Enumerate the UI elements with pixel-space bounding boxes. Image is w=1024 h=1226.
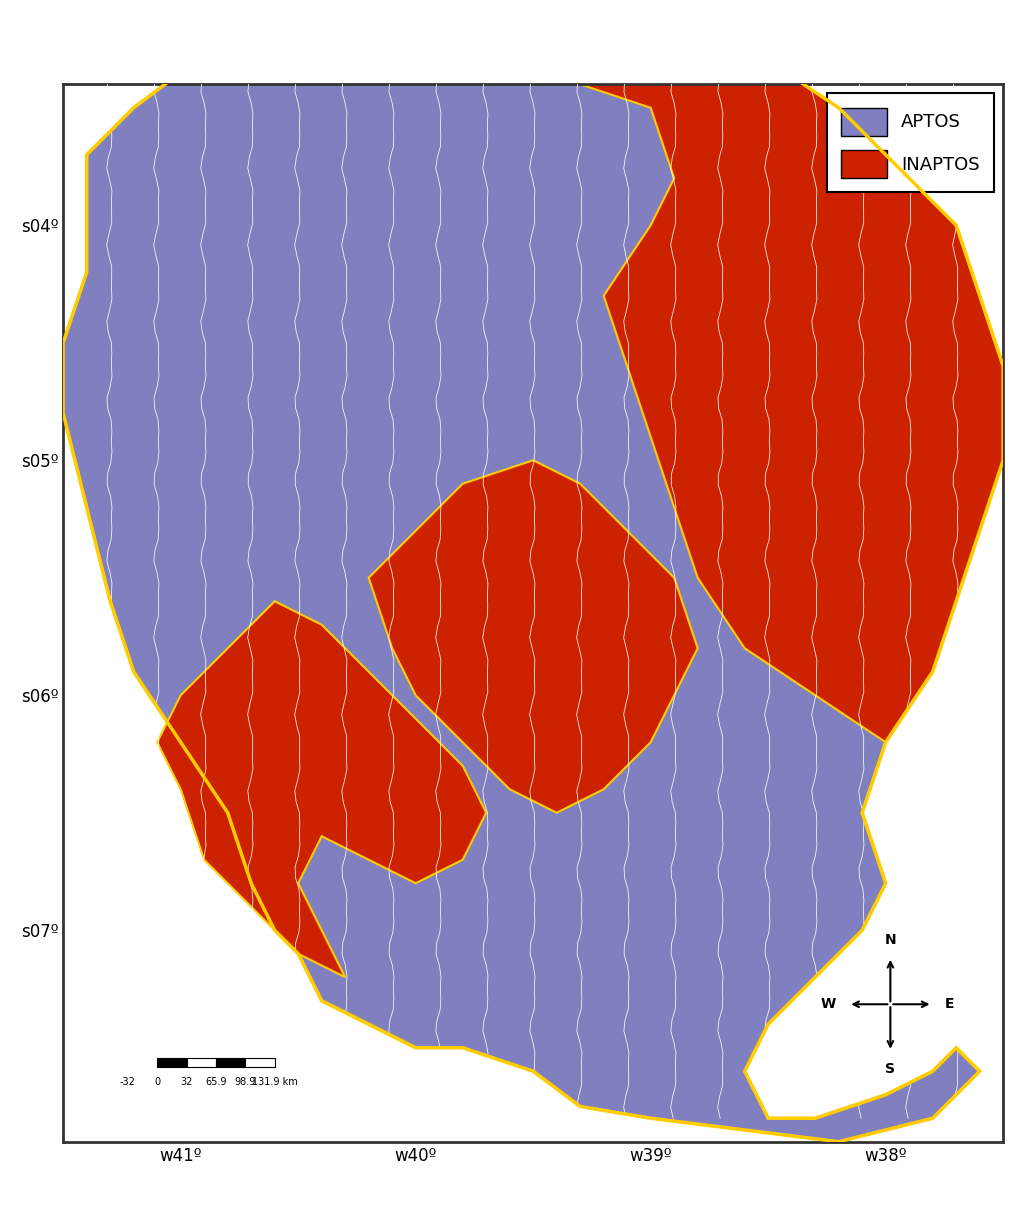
Legend: APTOS, INAPTOS: APTOS, INAPTOS xyxy=(827,93,994,192)
Bar xyxy=(246,1058,274,1067)
Polygon shape xyxy=(158,601,486,977)
Text: 65.9: 65.9 xyxy=(205,1076,226,1086)
Text: S: S xyxy=(886,1062,895,1075)
Text: 98.9: 98.9 xyxy=(234,1076,256,1086)
Text: E: E xyxy=(944,997,954,1011)
Text: 32: 32 xyxy=(180,1076,193,1086)
Text: N: N xyxy=(885,933,896,946)
Text: -32: -32 xyxy=(120,1076,136,1086)
Bar xyxy=(216,1058,246,1067)
Polygon shape xyxy=(416,13,1004,742)
Text: W: W xyxy=(821,997,837,1011)
Polygon shape xyxy=(63,13,1004,1141)
Bar xyxy=(158,1058,186,1067)
Bar xyxy=(186,1058,216,1067)
Polygon shape xyxy=(369,460,697,813)
Text: 0: 0 xyxy=(155,1076,160,1086)
Text: 131.9 km: 131.9 km xyxy=(252,1076,298,1086)
